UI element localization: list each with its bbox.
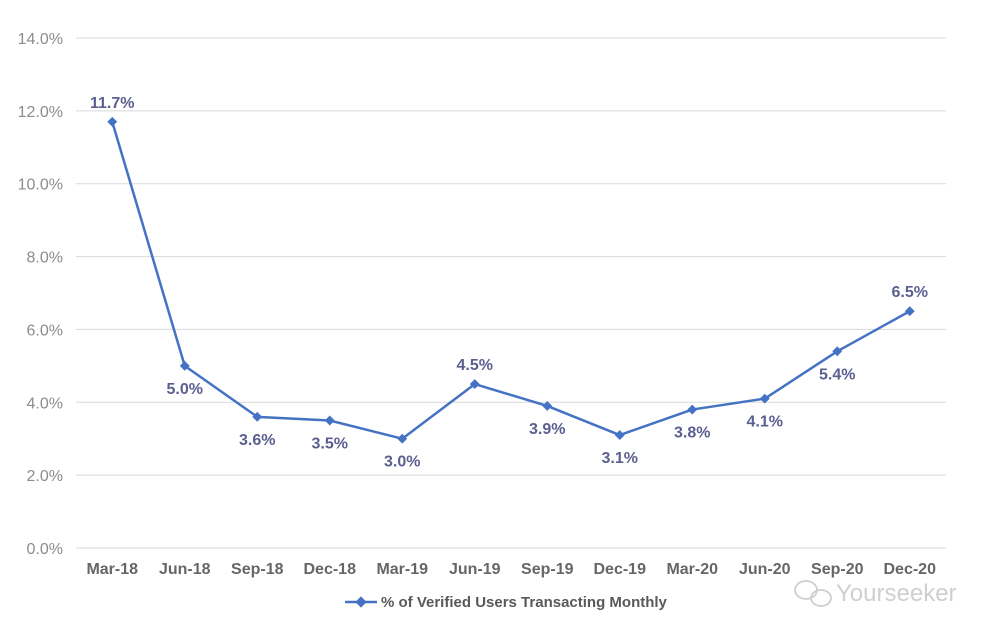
- data-point: [252, 411, 263, 422]
- y-tick-label: 8.0%: [27, 250, 63, 267]
- y-tick-label: 2.0%: [27, 468, 63, 485]
- y-tick-label: 14.0%: [18, 31, 63, 48]
- data-point: [759, 393, 770, 404]
- x-tick-label: Dec-19: [594, 561, 647, 578]
- data-point: [397, 433, 408, 444]
- x-tick-label: Mar-18: [86, 561, 138, 578]
- x-tick-label: Mar-20: [666, 561, 718, 578]
- legend-entry-label: % of Verified Users Transacting Monthly: [381, 594, 668, 611]
- data-point: [469, 379, 480, 390]
- x-tick-label: Jun-19: [449, 561, 501, 578]
- x-axis-ticks: Mar-18 Jun-18 Sep-18 Dec-18 Mar-19 Jun-19 Sep-…: [86, 561, 936, 578]
- x-tick-label: Jun-20: [739, 561, 791, 578]
- y-tick-label: 0.0%: [27, 541, 63, 558]
- data-label: 3.1%: [602, 450, 638, 467]
- y-tick-label: 10.0%: [18, 177, 63, 194]
- data-point: [179, 360, 190, 371]
- data-label: 3.0%: [384, 454, 420, 471]
- data-label: 4.5%: [457, 357, 493, 374]
- data-point: [904, 306, 915, 317]
- data-label: 4.1%: [747, 414, 783, 431]
- y-tick-label: 4.0%: [27, 395, 63, 412]
- watermark-text: Yourseeker: [836, 580, 957, 607]
- data-label: 3.8%: [674, 425, 710, 442]
- y-axis-ticks: 0.0% 2.0% 4.0% 6.0% 8.0% 10.0% 12.0% 14.0%: [18, 31, 63, 558]
- data-point: [687, 404, 698, 415]
- x-tick-label: Dec-18: [304, 561, 357, 578]
- legend: % of Verified Users Transacting Monthly: [345, 594, 668, 611]
- data-label: 6.5%: [892, 284, 928, 301]
- data-label: 5.0%: [167, 381, 203, 398]
- gridlines: [76, 37, 946, 549]
- data-labels: 11.7% 5.0% 3.6% 3.5% 3.0% 4.5% 3.9% 3.1% 3.8% 4.1…: [90, 95, 928, 471]
- data-label: 3.9%: [529, 421, 565, 438]
- data-label: 11.7%: [90, 95, 134, 112]
- chat-bubbles-icon: [794, 580, 832, 607]
- x-tick-label: Mar-19: [376, 561, 428, 578]
- data-label: 5.4%: [819, 366, 855, 383]
- data-label: 3.5%: [312, 436, 348, 453]
- legend-diamond-marker: [355, 596, 367, 608]
- series-line: [111, 121, 911, 440]
- x-tick-label: Jun-18: [159, 561, 211, 578]
- series-line-group: [107, 116, 915, 444]
- data-point: [107, 116, 118, 127]
- y-tick-label: 6.0%: [27, 322, 63, 339]
- x-tick-label: Sep-18: [231, 561, 284, 578]
- data-point: [614, 430, 625, 441]
- x-tick-label: Sep-19: [521, 561, 574, 578]
- data-point: [542, 400, 553, 411]
- x-tick-label: Dec-20: [884, 561, 937, 578]
- data-label: 3.6%: [239, 432, 275, 449]
- y-tick-label: 12.0%: [18, 104, 63, 121]
- watermark: Yourseeker: [794, 580, 957, 607]
- data-point: [832, 346, 843, 357]
- x-tick-label: Sep-20: [811, 561, 864, 578]
- data-point: [324, 415, 335, 426]
